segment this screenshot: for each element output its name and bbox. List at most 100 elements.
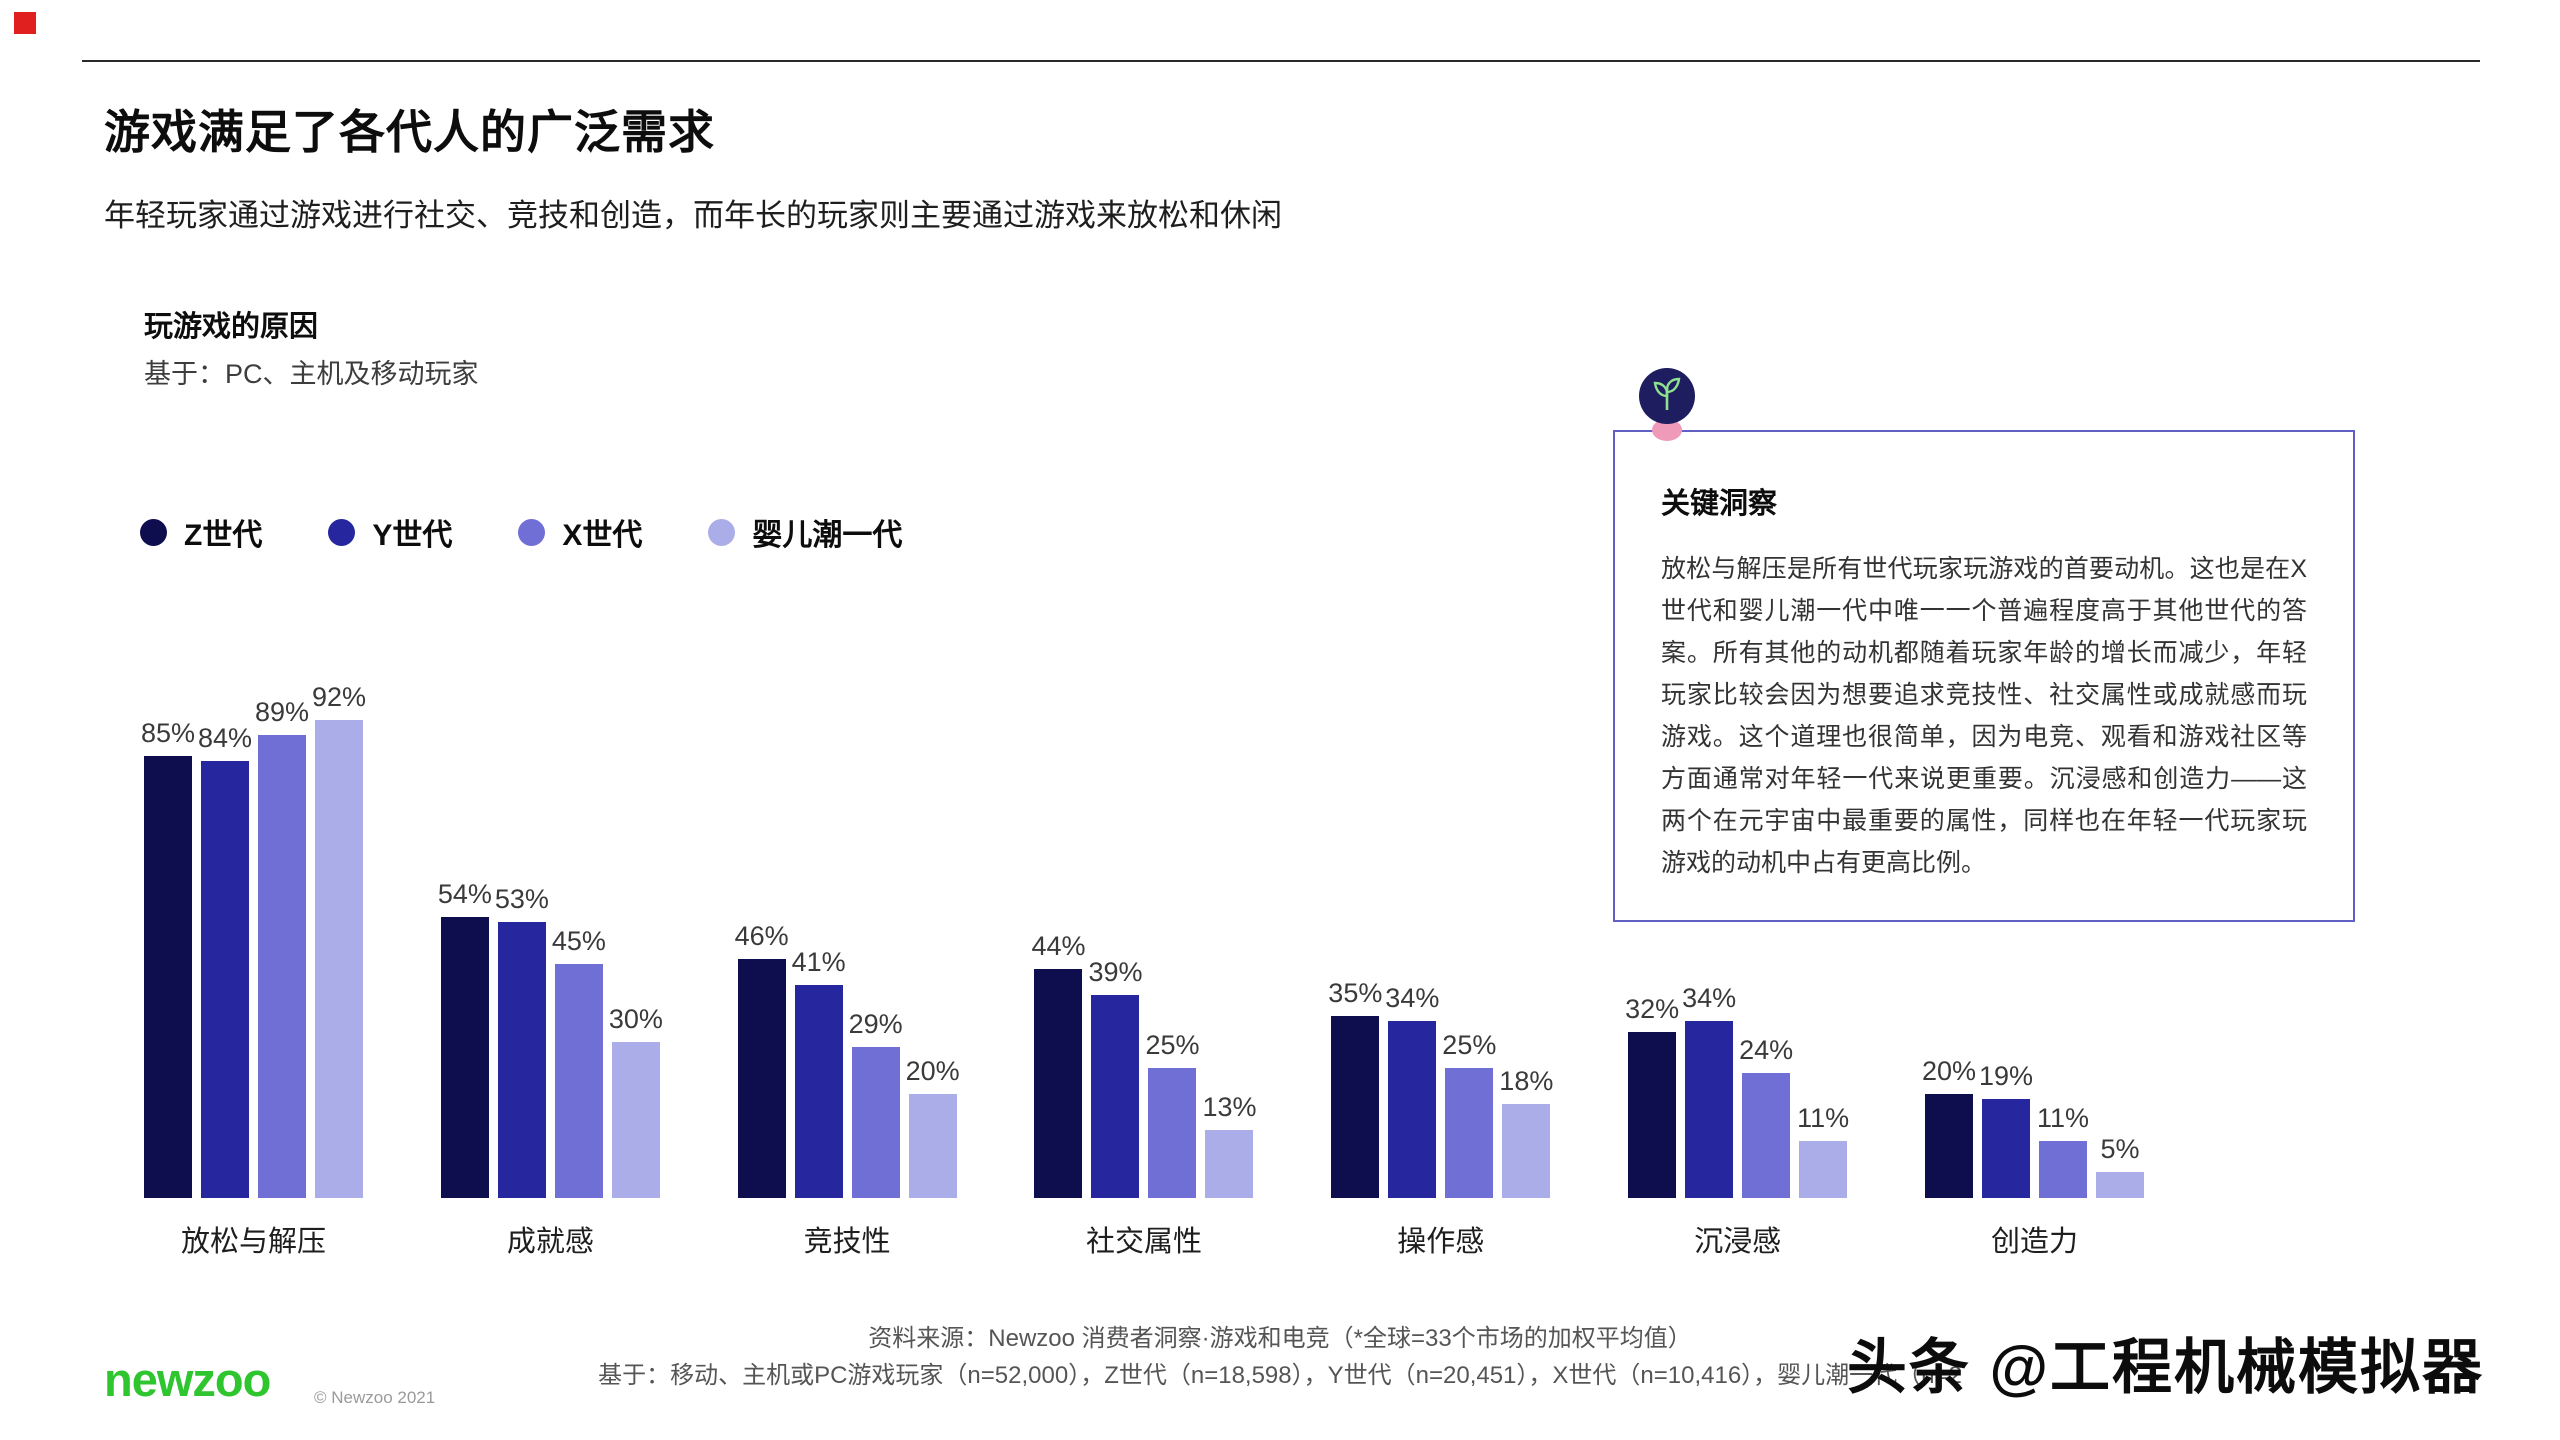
bar-value-label: 20% (905, 1056, 960, 1086)
bar-value-label: 92% (311, 681, 367, 712)
bar-group-7: 20% 19% 11% 5% 创造力 (1922, 1056, 2144, 1260)
bar (1034, 969, 1083, 1198)
bar-column: 89% (254, 697, 310, 1198)
category-label: 沉浸感 (1694, 1226, 1782, 1258)
bar (1628, 1031, 1677, 1198)
bar (258, 735, 306, 1198)
bar-value-label: 41% (791, 946, 846, 977)
bars-row: 44% 39% 25% 13% (1031, 931, 1257, 1198)
bar (1502, 1104, 1551, 1198)
legend-dot (328, 518, 356, 546)
bar-value-label: 89% (254, 697, 310, 728)
bar-column: 29% (848, 1009, 903, 1198)
bar-value-label: 84% (197, 723, 253, 754)
insight-body: 放松与解压是所有世代玩家玩游戏的首要动机。这也是在X世代和婴儿潮一代中唯一一个普… (1661, 555, 2307, 877)
bar (440, 917, 489, 1198)
bar (1799, 1140, 1848, 1198)
chart-legend: Z世代 Y世代 X世代 婴儿潮一代 (140, 510, 902, 554)
bar (1331, 1016, 1380, 1198)
bar (1388, 1021, 1437, 1198)
lightbulb-icon (1639, 368, 1695, 441)
bar-column: 11% (1797, 1102, 1850, 1198)
bar (737, 958, 786, 1198)
bar-value-label: 53% (494, 884, 549, 915)
chart-basis: 基于：PC、主机及移动玩家 (144, 359, 479, 389)
legend-label: 婴儿潮一代 (752, 519, 903, 552)
bar-value-label: 29% (848, 1009, 903, 1040)
bar-column: 20% (1922, 1056, 1976, 1198)
legend-item-3: X世代 (518, 510, 642, 554)
bar-column: 5% (2095, 1134, 2144, 1198)
bar-value-label: 32% (1625, 993, 1680, 1024)
slide-subtitle: 年轻玩家通过游戏进行社交、竞技和创造，而年长的玩家则主要通过游戏来放松和休闲 (104, 198, 1282, 233)
bar (611, 1042, 660, 1198)
watermark: 头条 @工程机械模拟器 (1846, 1334, 2484, 1401)
legend-dot (518, 518, 546, 546)
bar-column: 30% (609, 1004, 663, 1198)
category-label: 竞技性 (803, 1226, 891, 1258)
bar-value-label: 19% (1978, 1061, 2033, 1092)
bar-column: 34% (1385, 983, 1439, 1198)
legend-item-2: Y世代 (328, 510, 452, 554)
bar-column: 92% (311, 681, 367, 1198)
bars-row: 35% 34% 25% 18% (1328, 978, 1553, 1198)
bar (1091, 995, 1140, 1198)
bar (201, 761, 249, 1198)
bar-column: 53% (494, 884, 549, 1198)
bar (851, 1047, 900, 1198)
bars-row: 85% 84% 89% 92% (140, 681, 367, 1198)
bar-column: 54% (437, 879, 492, 1198)
bars-row: 20% 19% 11% 5% (1922, 1056, 2144, 1198)
bar-value-label: 35% (1328, 978, 1383, 1008)
copyright: © Newzoo 2021 (314, 1388, 436, 1407)
bar-value-label: 5% (2100, 1134, 2140, 1164)
bar-value-label: 85% (140, 718, 196, 748)
bar (1148, 1068, 1197, 1198)
bar (1981, 1099, 2030, 1198)
newzoo-logo: newzoo (104, 1353, 271, 1406)
basis-line: 基于：移动、主机或PC游戏玩家（n=52,000），Z世代（n=18,598），… (598, 1362, 1962, 1389)
bar-column: 84% (197, 723, 253, 1198)
bar-column: 34% (1682, 983, 1737, 1198)
bar-value-label: 44% (1031, 931, 1086, 962)
chart-title: 玩游戏的原因 (144, 311, 319, 343)
bar-group-1: 85% 84% 89% 92% 放松与解压 (140, 681, 367, 1260)
bar-column: 35% (1328, 978, 1383, 1198)
bar-value-label: 34% (1682, 983, 1737, 1014)
bar (1205, 1130, 1254, 1198)
bar (1924, 1094, 1973, 1198)
legend-item-1: Z世代 (140, 510, 262, 554)
bar (144, 756, 192, 1198)
source-line: 资料来源：Newzoo 消费者洞察·游戏和电竞（*全球=33个市场的加权平均值） (868, 1325, 1692, 1352)
bar-value-label: 54% (437, 879, 492, 910)
bar-group-4: 44% 39% 25% 13% 社交属性 (1031, 931, 1257, 1260)
insight-title: 关键洞察 (1661, 488, 1778, 520)
bar-value-label: 45% (551, 926, 606, 956)
category-label: 操作感 (1397, 1226, 1485, 1258)
bar (1445, 1068, 1494, 1198)
bar-column: 44% (1031, 931, 1086, 1198)
bars-row: 46% 41% 29% 20% (735, 921, 960, 1198)
bar-chart: 85% 84% 89% 92% 放松与解压 54% 53% 45% 30% 成就感 46% 41% 29… (140, 660, 2144, 1260)
bar-value-label: 25% (1145, 1030, 1200, 1060)
top-rule (82, 60, 2480, 62)
footer: 资料来源：Newzoo 消费者洞察·游戏和电竞（*全球=33个市场的加权平均值）… (0, 1320, 2560, 1394)
bar (2038, 1140, 2087, 1198)
legend-item-4: 婴儿潮一代 (708, 510, 902, 554)
category-label: 成就感 (506, 1226, 594, 1258)
bar-group-5: 35% 34% 25% 18% 操作感 (1328, 978, 1553, 1260)
bar-value-label: 24% (1739, 1035, 1794, 1066)
red-corner-marker (14, 12, 36, 34)
bar-value-label: 11% (1797, 1102, 1850, 1133)
bar-column: 46% (735, 921, 789, 1198)
bar-column: 18% (1499, 1066, 1553, 1198)
bars-row: 32% 34% 24% 11% (1625, 983, 1850, 1198)
bar (1685, 1021, 1734, 1198)
category-label: 放松与解压 (180, 1226, 326, 1258)
legend-label: X世代 (562, 519, 643, 552)
bar-group-3: 46% 41% 29% 20% 竞技性 (735, 921, 960, 1260)
category-label: 社交属性 (1085, 1226, 1202, 1258)
bar (1742, 1073, 1791, 1198)
bar-column: 85% (140, 718, 196, 1198)
